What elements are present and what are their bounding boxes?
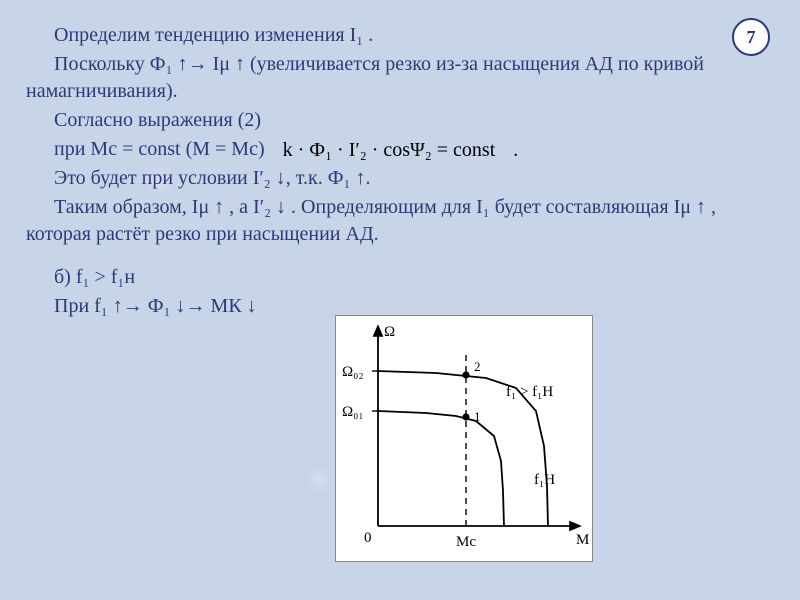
paragraph-5: Это будет при условии I′₂ ↓, т.к. Ф₁ ↑. bbox=[26, 165, 766, 192]
paragraph-3: Согласно выражения (2) bbox=[26, 107, 766, 134]
svg-text:M: M bbox=[576, 532, 589, 548]
page-number: 7 bbox=[732, 18, 770, 56]
svg-text:f₁ > f₁Н: f₁ > f₁Н bbox=[506, 384, 553, 400]
paragraph-6: Таким образом, Iμ ↑ , а I′₂ ↓ . Определя… bbox=[26, 194, 766, 248]
svg-text:1: 1 bbox=[474, 409, 481, 424]
formula-main: k · Ф₁ · I′₂ · cosΨ₂ = const bbox=[283, 137, 496, 164]
paragraph-1: Определим тенденцию изменения I₁ . bbox=[26, 22, 766, 49]
svg-text:2: 2 bbox=[474, 359, 481, 374]
formula-row: при Mc = const (M = Mc) k · Ф₁ · I′₂ · c… bbox=[26, 136, 766, 165]
chart-svg: Ω M 0 Mc Ω₀₁ Ω₀₂ 1 2 f₁Н f₁ > f₁Н bbox=[336, 316, 592, 561]
svg-text:Ω₀₂: Ω₀₂ bbox=[342, 364, 364, 380]
paragraph-7: б) f₁ > f₁н bbox=[26, 264, 766, 291]
svg-text:f₁Н: f₁Н bbox=[534, 472, 555, 488]
slide-content: Определим тенденцию изменения I₁ . Поско… bbox=[0, 0, 800, 320]
chart-diagram: Ω M 0 Mc Ω₀₁ Ω₀₂ 1 2 f₁Н f₁ > f₁Н bbox=[335, 315, 593, 562]
paragraph-4-left: при Mc = const (M = Mc) bbox=[26, 136, 265, 163]
formula-dot: . bbox=[513, 137, 518, 164]
svg-text:Ω₀₁: Ω₀₁ bbox=[342, 404, 364, 420]
svg-text:Ω: Ω bbox=[384, 324, 395, 340]
svg-text:0: 0 bbox=[364, 530, 372, 546]
paragraph-2: Поскольку Ф₁ ↑→ Iμ ↑ (увеличивается резк… bbox=[26, 51, 766, 105]
svg-text:Mc: Mc bbox=[456, 534, 476, 550]
